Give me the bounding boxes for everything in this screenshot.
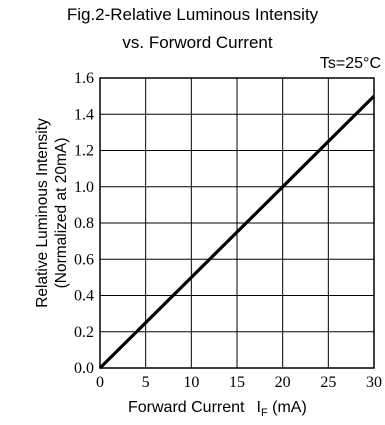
chart-subtitle: vs. Forword Current: [122, 33, 273, 52]
x-axis-label-text: Forward Current: [128, 399, 245, 416]
x-tick-label: 15: [229, 374, 245, 391]
x-tick-label: 20: [275, 374, 291, 391]
x-axis-label: Forward Current IF (mA): [128, 399, 307, 419]
plot-frame: [99, 77, 375, 369]
y-tick-label: 1.6: [74, 70, 94, 87]
y-tick-label: 0.0: [74, 360, 94, 377]
x-tick-label: 30: [366, 374, 382, 391]
series-line: [98, 94, 376, 370]
y-tick-label: 1.2: [74, 143, 94, 160]
x-tick-label: 5: [142, 374, 150, 391]
x-axis-label-symbol: I: [256, 399, 261, 416]
y-tick-label: 0.8: [74, 215, 94, 232]
x-tick-label: 10: [183, 374, 199, 391]
y-tick-label: 1.0: [74, 179, 94, 196]
y-tick-label: 0.6: [74, 251, 94, 268]
y-tick-label: 0.4: [74, 288, 94, 305]
y-tick-label: 1.4: [74, 106, 94, 123]
test-condition: Ts=25°C: [319, 55, 381, 72]
x-tick-label: 0: [96, 374, 104, 391]
x-tick-label: 25: [320, 374, 336, 391]
x-axis-label-subscript: F: [260, 407, 268, 420]
x-axis-label-unit: (mA): [272, 399, 307, 416]
y-tick-label: 0.2: [74, 324, 94, 341]
chart-title: Fig.2-Relative Luminous Intensity: [66, 5, 319, 24]
